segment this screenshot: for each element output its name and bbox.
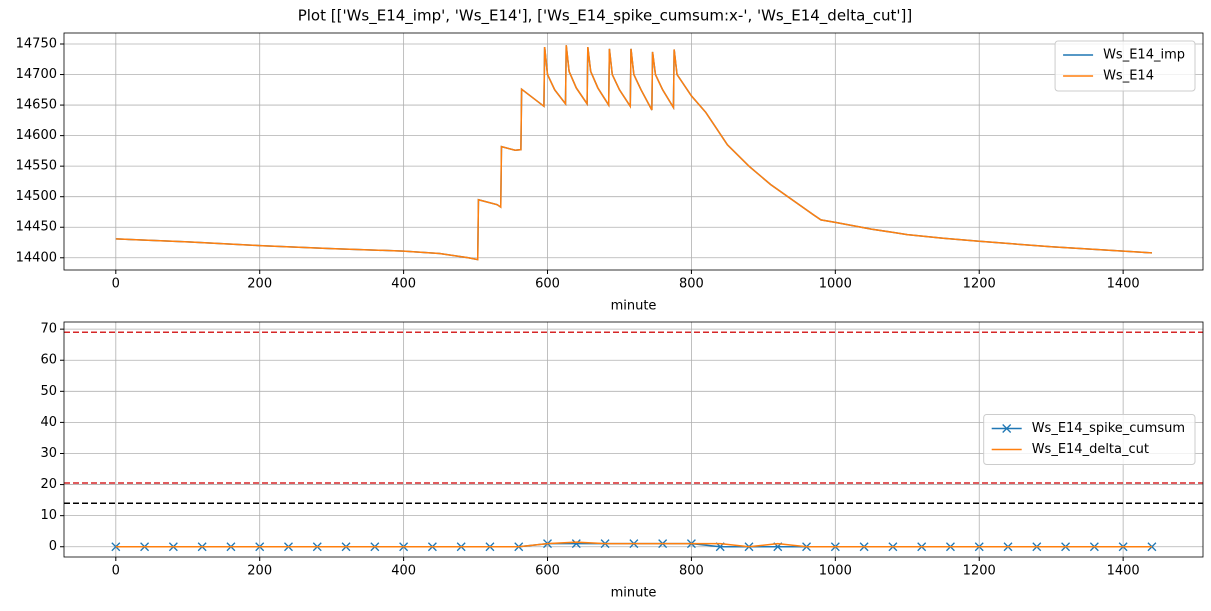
y-tick-label: 60 [40, 353, 57, 368]
x-tick-label: 0 [112, 277, 120, 292]
legend-frame [983, 414, 1196, 465]
y-tick-label: 0 [49, 539, 57, 554]
y-tick-label: 14450 [16, 220, 57, 235]
legend-label: Ws_E14 [1103, 69, 1154, 84]
y-tick-label: 14550 [16, 159, 57, 174]
marker [571, 539, 581, 549]
x-tick-label: 800 [679, 277, 704, 292]
y-tick-label: 50 [40, 384, 57, 399]
plot-frame [63, 32, 1204, 271]
y-tick-label: 40 [40, 415, 57, 430]
x-axis-label: minute [611, 586, 657, 601]
legend-frame [1054, 40, 1196, 92]
line-series [115, 541, 1152, 548]
y-tick-label: 20 [40, 477, 57, 492]
x-tick-label: 1200 [963, 277, 996, 292]
y-tick-label: 14400 [16, 250, 57, 265]
marker [111, 542, 121, 552]
y-tick-label: 14700 [16, 67, 57, 82]
x-tick-label: 1400 [1107, 277, 1140, 292]
x-tick-label: 400 [391, 564, 416, 579]
x-tick-label: 600 [535, 277, 560, 292]
x-tick-label: 0 [112, 564, 120, 579]
y-tick-label: 14650 [16, 98, 57, 113]
y-tick-label: 14500 [16, 189, 57, 204]
y-tick-label: 10 [40, 508, 57, 523]
legend-marker [1002, 424, 1012, 433]
x-tick-label: 1200 [963, 564, 996, 579]
legend-label: Ws_E14_delta_cut [1032, 442, 1149, 457]
x-tick-label: 600 [535, 564, 560, 579]
legend: Ws_E14_spike_cumsum Ws_E14_delta_cut [983, 414, 1196, 465]
plot-frame [63, 321, 1204, 558]
y-tick-label: 14750 [16, 36, 57, 51]
legend: Ws_E14_imp Ws_E14 [1054, 40, 1196, 92]
y-tick-label: 30 [40, 446, 57, 461]
line-series [115, 45, 1152, 261]
x-tick-label: 200 [247, 564, 272, 579]
x-tick-label: 1400 [1107, 564, 1140, 579]
x-tick-label: 1000 [819, 564, 852, 579]
x-tick-label: 800 [679, 564, 704, 579]
x-axis-label: minute [611, 299, 657, 314]
x-tick-label: 200 [247, 277, 272, 292]
legend-label: Ws_E14_imp [1103, 48, 1185, 63]
y-tick-label: 14600 [16, 128, 57, 143]
x-tick-label: 400 [391, 277, 416, 292]
legend-label: Ws_E14_spike_cumsum [1032, 421, 1185, 436]
y-tick-label: 70 [40, 322, 57, 337]
x-tick-label: 1000 [819, 277, 852, 292]
chart-title: Plot [['Ws_E14_imp', 'Ws_E14'], ['Ws_E14… [298, 7, 913, 26]
